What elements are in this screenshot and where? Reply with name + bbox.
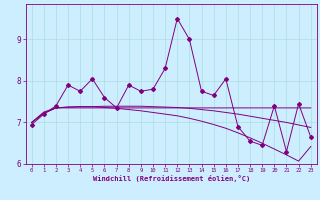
X-axis label: Windchill (Refroidissement éolien,°C): Windchill (Refroidissement éolien,°C) — [92, 175, 250, 182]
